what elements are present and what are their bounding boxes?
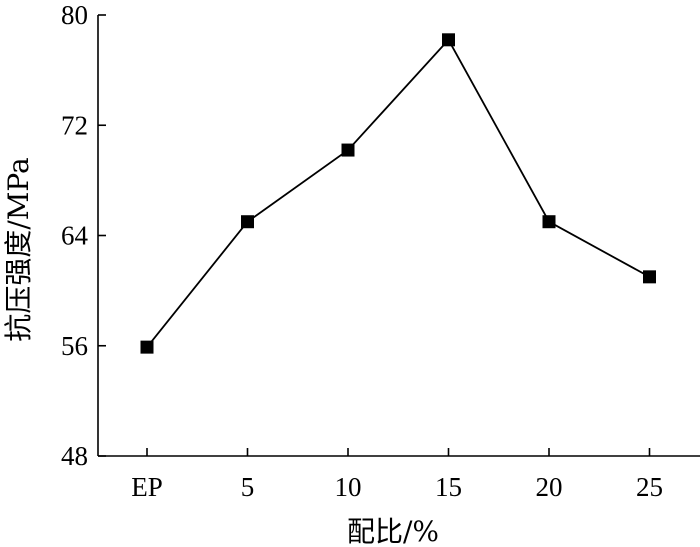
x-tick-label: 5 bbox=[241, 472, 255, 502]
axes bbox=[97, 15, 700, 457]
series-layer bbox=[140, 33, 656, 354]
labels: 48 56 64 72 80 EP 5 10 15 20 25 配比/% 抗压强度/MPa bbox=[2, 0, 663, 547]
data-point-marker bbox=[442, 33, 455, 47]
x-tick-label: 10 bbox=[335, 472, 362, 502]
data-point-marker bbox=[542, 215, 556, 229]
y-tick-label: 64 bbox=[61, 221, 89, 251]
x-tick-label: 25 bbox=[636, 472, 663, 502]
x-tick-label: 20 bbox=[536, 472, 563, 502]
y-tick-label: 56 bbox=[61, 331, 88, 361]
data-point-marker bbox=[643, 270, 656, 284]
y-tick-label: 80 bbox=[61, 0, 88, 30]
y-tick-label: 48 bbox=[61, 441, 88, 471]
ticks bbox=[98, 14, 651, 457]
x-axis-title: 配比/% bbox=[347, 515, 439, 547]
x-tick-label: 15 bbox=[435, 472, 462, 502]
data-point-marker bbox=[140, 340, 154, 354]
y-tick-label: 72 bbox=[61, 110, 88, 140]
data-point-marker bbox=[241, 215, 254, 229]
data-point-marker bbox=[341, 143, 355, 157]
x-tick-label: EP bbox=[131, 472, 163, 502]
y-axis-title: 抗压强度/MPa bbox=[2, 157, 35, 341]
series-line bbox=[146, 38, 650, 348]
